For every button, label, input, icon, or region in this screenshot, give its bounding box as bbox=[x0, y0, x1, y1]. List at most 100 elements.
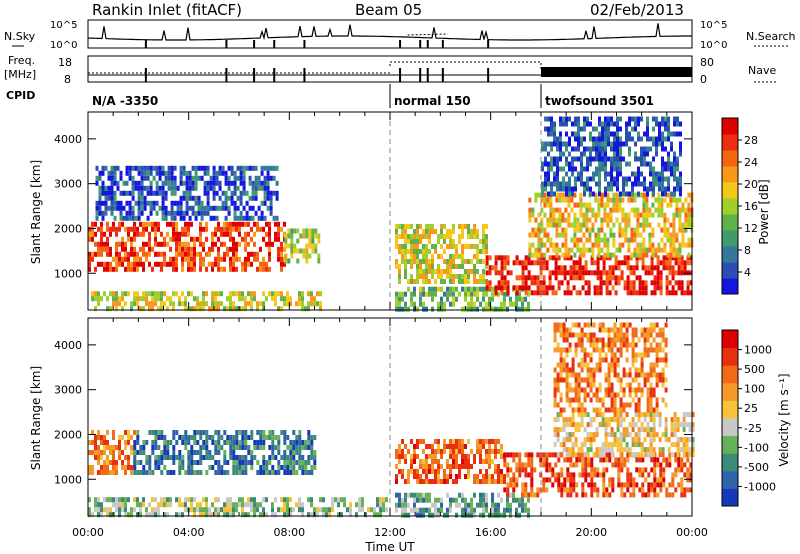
echo-cell bbox=[488, 512, 491, 518]
echo-cell bbox=[373, 507, 376, 513]
echo-cell bbox=[672, 237, 676, 243]
echo-cell bbox=[604, 141, 607, 147]
echo-cell bbox=[479, 497, 482, 503]
echo-cell bbox=[668, 255, 672, 261]
echo-cell bbox=[229, 221, 232, 227]
echo-cell bbox=[571, 397, 575, 403]
echo-cell bbox=[546, 217, 550, 223]
echo-cell bbox=[139, 512, 142, 518]
echo-cell bbox=[277, 445, 281, 450]
echo-cell bbox=[601, 141, 604, 147]
echo-cell bbox=[562, 186, 565, 192]
echo-cell bbox=[549, 222, 553, 228]
echo-cell bbox=[157, 455, 161, 460]
echo-cell bbox=[634, 422, 638, 428]
echo-cell bbox=[175, 236, 178, 242]
echo-cell bbox=[500, 512, 503, 518]
echo-cell bbox=[574, 352, 578, 358]
echo-cell bbox=[154, 221, 157, 227]
echo-cell bbox=[639, 212, 643, 218]
echo-cell bbox=[203, 180, 207, 186]
echo-cell bbox=[416, 469, 419, 474]
echo-cell bbox=[565, 352, 569, 358]
echo-cell bbox=[588, 207, 592, 213]
echo-cell bbox=[550, 156, 553, 162]
echo-cell bbox=[107, 205, 111, 211]
echo-cell bbox=[94, 306, 97, 312]
echo-cell bbox=[662, 467, 666, 473]
echo-cell bbox=[188, 180, 192, 186]
echo-cell bbox=[684, 212, 688, 218]
echo-cell bbox=[509, 270, 513, 276]
echo-cell bbox=[611, 270, 615, 276]
echo-cell bbox=[482, 306, 485, 312]
echo-cell bbox=[434, 249, 437, 254]
echo-cell bbox=[673, 186, 676, 192]
echo-cell bbox=[398, 291, 401, 297]
y-tick-label: 2000 bbox=[54, 222, 82, 235]
echo-cell bbox=[602, 280, 606, 286]
echo-cell bbox=[679, 447, 683, 453]
echo-cell bbox=[251, 180, 255, 186]
echo-cell bbox=[112, 502, 115, 508]
echo-cell bbox=[689, 477, 693, 483]
echo-cell bbox=[584, 260, 588, 266]
echo-cell bbox=[649, 427, 653, 433]
echo-cell bbox=[407, 474, 410, 479]
echo-cell bbox=[666, 232, 670, 238]
echo-cell bbox=[473, 254, 476, 259]
echo-cell bbox=[497, 474, 500, 479]
echo-cell bbox=[449, 254, 452, 259]
echo-cell bbox=[595, 447, 599, 453]
echo-cell bbox=[638, 275, 642, 281]
echo-cell bbox=[116, 205, 120, 211]
echo-cell bbox=[172, 455, 176, 460]
echo-cell bbox=[124, 266, 127, 272]
echo-cell bbox=[613, 337, 617, 343]
echo-cell bbox=[658, 171, 661, 177]
echo-cell bbox=[610, 357, 614, 363]
echo-cell bbox=[628, 136, 631, 142]
echo-cell bbox=[565, 392, 569, 398]
echo-cell bbox=[253, 221, 256, 227]
echo-cell bbox=[199, 470, 203, 475]
echo-cell bbox=[205, 455, 209, 460]
echo-cell bbox=[307, 460, 311, 465]
echo-cell bbox=[211, 465, 215, 470]
echo-cell bbox=[358, 507, 361, 513]
echo-cell bbox=[232, 455, 236, 460]
echo-cell bbox=[118, 445, 121, 450]
echo-cell bbox=[241, 497, 244, 503]
echo-cell bbox=[596, 275, 600, 281]
echo-cell bbox=[592, 332, 596, 338]
echo-cell bbox=[103, 440, 106, 445]
echo-cell bbox=[280, 306, 283, 312]
echo-cell bbox=[398, 279, 401, 284]
echo-cell bbox=[503, 301, 506, 307]
echo-cell bbox=[434, 454, 437, 459]
echo-cell bbox=[682, 417, 686, 423]
echo-cell bbox=[269, 195, 273, 201]
echo-cell bbox=[262, 226, 265, 232]
echo-cell bbox=[260, 210, 264, 216]
echo-cell bbox=[658, 136, 661, 142]
echo-cell bbox=[636, 207, 640, 213]
echo-cell bbox=[601, 337, 605, 343]
echo-cell bbox=[684, 207, 688, 213]
echo-cell bbox=[530, 452, 534, 458]
echo-cell bbox=[401, 254, 404, 259]
echo-cell bbox=[313, 460, 317, 465]
echo-cell bbox=[193, 236, 196, 242]
echo-cell bbox=[588, 232, 592, 238]
echo-cell bbox=[552, 222, 556, 228]
echo-cell bbox=[573, 212, 577, 218]
echo-cell bbox=[110, 200, 114, 206]
echo-cell bbox=[604, 327, 608, 333]
echo-cell bbox=[550, 116, 553, 122]
echo-cell bbox=[548, 255, 552, 261]
echo-cell bbox=[175, 226, 178, 232]
echo-cell bbox=[590, 270, 594, 276]
echo-cell bbox=[524, 265, 528, 271]
echo-cell bbox=[184, 507, 187, 513]
echo-cell bbox=[592, 452, 596, 458]
